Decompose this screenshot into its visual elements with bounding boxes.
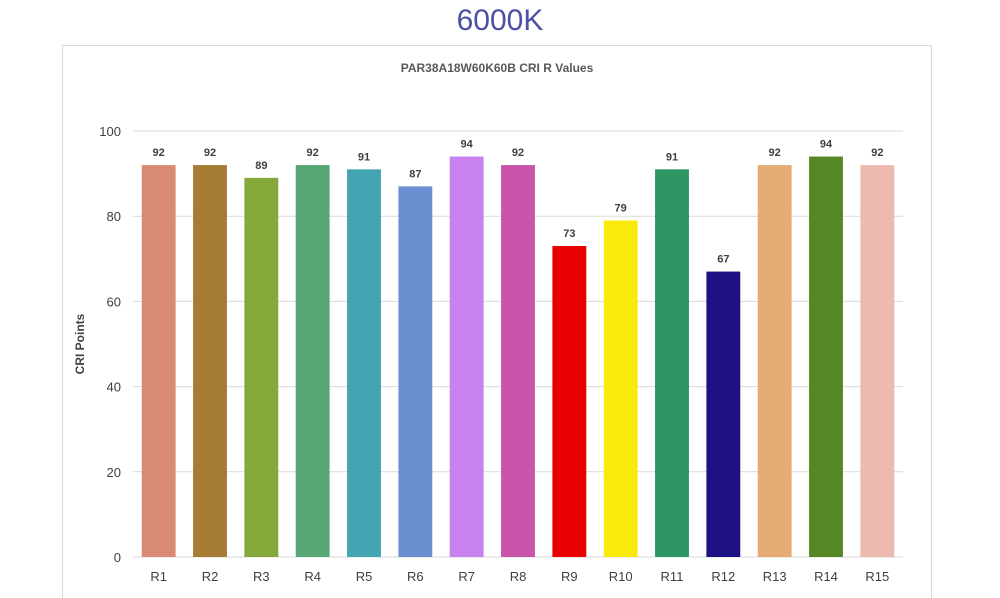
data-label-r15: 92 xyxy=(871,147,883,159)
bar-r11 xyxy=(655,169,689,557)
data-label-r8: 92 xyxy=(512,147,524,159)
y-axis-ticks: 0 20 40 60 80 100 xyxy=(99,124,121,565)
y-tick-label: 80 xyxy=(107,209,121,224)
x-tick-label: R14 xyxy=(814,569,838,584)
data-label-r4: 92 xyxy=(307,147,319,159)
data-labels: 92 92 89 92 91 87 94 92 73 79 91 67 92 94 92 xyxy=(153,139,884,266)
chart-title: PAR38A18W60K60B CRI R Values xyxy=(401,61,594,75)
data-label-r2: 92 xyxy=(204,147,216,159)
bar-r9 xyxy=(552,246,587,557)
x-tick-label: R9 xyxy=(561,569,578,584)
bar-r6 xyxy=(398,186,433,557)
bar-r4 xyxy=(295,165,330,557)
x-tick-label: R13 xyxy=(763,569,787,584)
bars xyxy=(141,156,895,558)
bar-r12 xyxy=(706,271,741,557)
x-tick-label: R1 xyxy=(150,569,167,584)
x-tick-label: R8 xyxy=(510,569,527,584)
bar-r3 xyxy=(244,177,279,558)
bar-r13 xyxy=(757,165,792,557)
page-title: 6000K xyxy=(456,4,544,37)
data-label-r6: 87 xyxy=(409,168,421,180)
x-tick-label: R10 xyxy=(609,569,633,584)
data-label-r14: 94 xyxy=(820,139,833,151)
data-label-r13: 92 xyxy=(769,147,781,159)
data-label-r12: 67 xyxy=(717,254,729,266)
data-label-r5: 91 xyxy=(358,151,370,163)
y-tick-label: 60 xyxy=(107,294,121,309)
x-tick-label: R3 xyxy=(253,569,270,584)
y-tick-label: 40 xyxy=(107,380,121,395)
data-label-r1: 92 xyxy=(153,147,165,159)
x-tick-label: R4 xyxy=(304,569,321,584)
y-axis-title: CRI Points xyxy=(73,313,87,374)
data-label-r7: 94 xyxy=(461,139,474,151)
y-tick-label: 20 xyxy=(107,465,121,480)
bar-r5 xyxy=(347,169,381,557)
y-tick-label: 0 xyxy=(114,550,121,565)
bar-r7 xyxy=(449,156,484,557)
x-tick-label: R12 xyxy=(711,569,735,584)
bar-r10 xyxy=(603,220,638,557)
bar-r15 xyxy=(860,165,895,557)
data-label-r10: 79 xyxy=(615,202,627,214)
data-label-r11: 91 xyxy=(666,151,678,163)
bar-r2 xyxy=(193,165,227,557)
y-tick-label: 100 xyxy=(99,124,121,139)
x-tick-label: R6 xyxy=(407,569,424,584)
x-tick-label: R5 xyxy=(356,569,373,584)
bar-r1 xyxy=(141,165,176,557)
x-tick-label: R15 xyxy=(865,569,889,584)
data-label-r3: 89 xyxy=(255,160,267,172)
x-tick-label: R11 xyxy=(661,569,684,584)
x-axis-ticks: R1 R2 R3 R4 R5 R6 R7 R8 R9 R10 R11 R12 R13 R14 R15 xyxy=(150,569,889,584)
data-label-r9: 73 xyxy=(563,228,575,240)
x-tick-label: R2 xyxy=(202,569,219,584)
x-tick-label: R7 xyxy=(458,569,475,584)
chart-frame xyxy=(62,45,932,598)
bar-r14 xyxy=(809,156,843,557)
bar-r8 xyxy=(501,165,535,557)
